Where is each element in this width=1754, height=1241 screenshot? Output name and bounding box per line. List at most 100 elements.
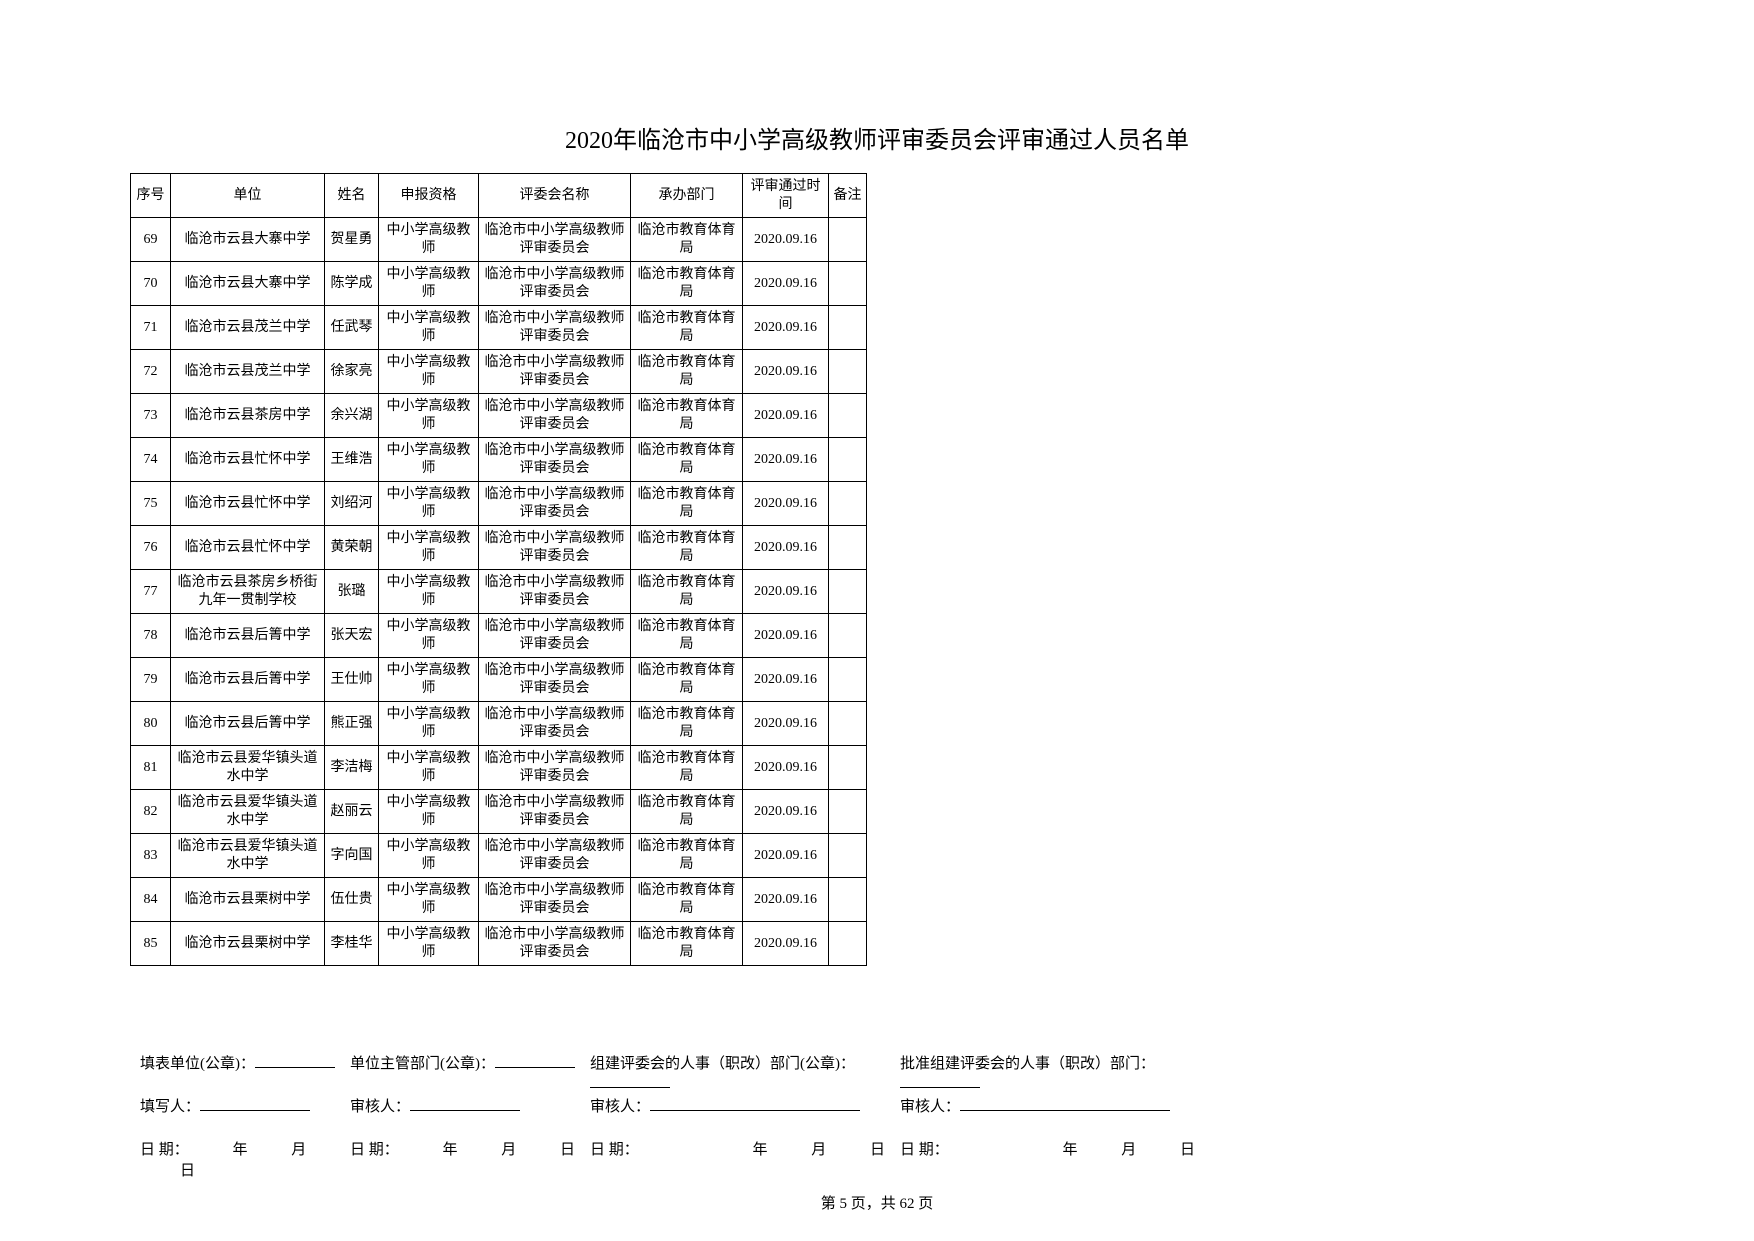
cell-name: 任武琴 [325,306,379,350]
col-note: 备注 [829,174,867,218]
cell-committee: 临沧市中小学高级教师评审委员会 [479,482,631,526]
cell-dept: 临沧市教育体育局 [631,922,743,966]
cell-note [829,922,867,966]
cell-unit: 临沧市云县爱华镇头道水中学 [171,790,325,834]
table-row: 80临沧市云县后箐中学熊正强中小学高级教师临沧市中小学高级教师评审委员会临沧市教… [131,702,867,746]
cell-note [829,746,867,790]
cell-seq: 78 [131,614,171,658]
cell-seq: 75 [131,482,171,526]
date-label-4: 日 期： [900,1142,949,1158]
cell-name: 张天宏 [325,614,379,658]
table-row: 75临沧市云县忙怀中学刘绍河中小学高级教师临沧市中小学高级教师评审委员会临沧市教… [131,482,867,526]
cell-dept: 临沧市教育体育局 [631,306,743,350]
cell-name: 徐家亮 [325,350,379,394]
table-row: 77临沧市云县茶房乡桥街九年一贯制学校张璐中小学高级教师临沧市中小学高级教师评审… [131,570,867,614]
cell-seq: 82 [131,790,171,834]
cell-note [829,438,867,482]
reviewer-blank-1 [410,1096,520,1111]
cell-seq: 76 [131,526,171,570]
cell-name: 余兴湖 [325,394,379,438]
cell-date: 2020.09.16 [743,702,829,746]
cell-seq: 83 [131,834,171,878]
year-2: 年 [443,1142,458,1158]
cell-committee: 临沧市中小学高级教师评审委员会 [479,218,631,262]
col-qual: 申报资格 [379,174,479,218]
approve-blank [900,1073,980,1088]
cell-dept: 临沧市教育体育局 [631,878,743,922]
cell-date: 2020.09.16 [743,350,829,394]
org-blank [590,1073,670,1088]
cell-qual: 中小学高级教师 [379,526,479,570]
cell-qual: 中小学高级教师 [379,482,479,526]
cell-seq: 74 [131,438,171,482]
cell-seq: 72 [131,350,171,394]
col-date: 评审通过时间 [743,174,829,218]
reviewer-field-1: 审核人： [350,1095,590,1116]
cell-qual: 中小学高级教师 [379,262,479,306]
cell-unit: 临沧市云县茂兰中学 [171,306,325,350]
date-field-1: 日 期： 年 月 日 [140,1138,350,1180]
cell-committee: 临沧市中小学高级教师评审委员会 [479,394,631,438]
cell-dept: 临沧市教育体育局 [631,262,743,306]
cell-name: 王仕帅 [325,658,379,702]
page-number: 第 5 页，共 62 页 [0,1192,1754,1213]
cell-qual: 中小学高级教师 [379,922,479,966]
cell-dept: 临沧市教育体育局 [631,834,743,878]
cell-committee: 临沧市中小学高级教师评审委员会 [479,438,631,482]
cell-note [829,658,867,702]
day-3: 日 [870,1142,885,1158]
cell-unit: 临沧市云县茶房中学 [171,394,325,438]
reviewer-field-2: 审核人： [590,1095,900,1116]
cell-dept: 临沧市教育体育局 [631,218,743,262]
cell-name: 李桂华 [325,922,379,966]
reviewer-label-2: 审核人： [590,1099,650,1115]
table-row: 83临沧市云县爱华镇头道水中学字向国中小学高级教师临沧市中小学高级教师评审委员会… [131,834,867,878]
month-3: 月 [811,1142,826,1158]
reviewer-label-1: 审核人： [350,1099,410,1115]
cell-qual: 中小学高级教师 [379,702,479,746]
cell-committee: 临沧市中小学高级教师评审委员会 [479,746,631,790]
col-dept: 承办部门 [631,174,743,218]
cell-committee: 临沧市中小学高级教师评审委员会 [479,790,631,834]
cell-qual: 中小学高级教师 [379,790,479,834]
cell-date: 2020.09.16 [743,570,829,614]
date-label-1: 日 期： [140,1142,189,1158]
cell-unit: 临沧市云县后箐中学 [171,614,325,658]
cell-name: 字向国 [325,834,379,878]
cell-committee: 临沧市中小学高级教师评审委员会 [479,614,631,658]
cell-dept: 临沧市教育体育局 [631,570,743,614]
cell-unit: 临沧市云县忙怀中学 [171,482,325,526]
cell-seq: 79 [131,658,171,702]
reviewer-blank-3 [960,1096,1170,1111]
cell-qual: 中小学高级教师 [379,658,479,702]
cell-qual: 中小学高级教师 [379,878,479,922]
col-committee: 评委会名称 [479,174,631,218]
cell-seq: 85 [131,922,171,966]
cell-seq: 70 [131,262,171,306]
cell-seq: 73 [131,394,171,438]
day-2: 日 [560,1142,575,1158]
filler-blank [200,1096,310,1111]
cell-date: 2020.09.16 [743,790,829,834]
cell-qual: 中小学高级教师 [379,350,479,394]
approve-dept-field: 批准组建评委会的人事（职改）部门： [900,1052,1200,1093]
cell-seq: 84 [131,878,171,922]
col-unit: 单位 [171,174,325,218]
fill-unit-blank [255,1053,335,1068]
cell-note [829,834,867,878]
cell-name: 王维浩 [325,438,379,482]
month-2: 月 [501,1142,516,1158]
cell-unit: 临沧市云县爱华镇头道水中学 [171,746,325,790]
cell-dept: 临沧市教育体育局 [631,702,743,746]
day-1: 日 [180,1163,195,1179]
table-row: 78临沧市云县后箐中学张天宏中小学高级教师临沧市中小学高级教师评审委员会临沧市教… [131,614,867,658]
cell-name: 刘绍河 [325,482,379,526]
table-row: 73临沧市云县茶房中学余兴湖中小学高级教师临沧市中小学高级教师评审委员会临沧市教… [131,394,867,438]
cell-dept: 临沧市教育体育局 [631,614,743,658]
cell-note [829,702,867,746]
cell-committee: 临沧市中小学高级教师评审委员会 [479,262,631,306]
col-name: 姓名 [325,174,379,218]
cell-unit: 临沧市云县后箐中学 [171,658,325,702]
page-title: 2020年临沧市中小学高级教师评审委员会评审通过人员名单 [130,120,1624,155]
table-row: 79临沧市云县后箐中学王仕帅中小学高级教师临沧市中小学高级教师评审委员会临沧市教… [131,658,867,702]
